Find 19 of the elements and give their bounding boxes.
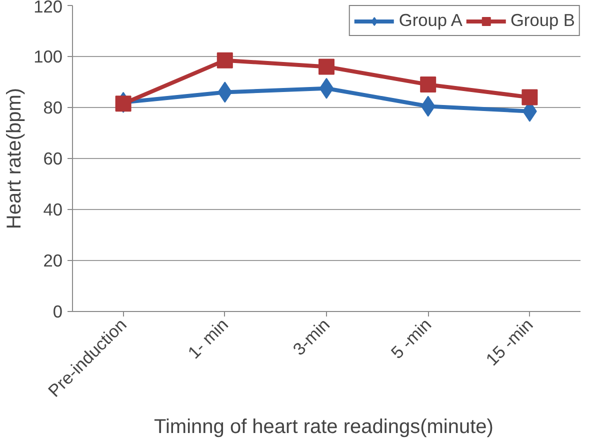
y-axis-title: Heart rate(bpm): [4, 88, 26, 230]
point: [420, 76, 436, 93]
y-tick-label: 60: [43, 148, 63, 168]
y-tick-label: 40: [43, 200, 63, 220]
x-tick-label: 1- min: [184, 314, 232, 363]
y-tick-label: 0: [52, 302, 63, 322]
x-tick-label: 5 -min: [386, 314, 436, 363]
y-tick-label: 100: [34, 46, 63, 66]
point: [318, 58, 334, 75]
y-tick-label: 80: [43, 98, 63, 118]
x-tick-label: 15 -min: [482, 314, 537, 370]
y-tick-label: 20: [43, 250, 63, 270]
legend-label: Group A: [398, 10, 462, 31]
point: [115, 96, 132, 112]
x-axis-title: Timinng of heart rate readings(minute): [154, 416, 494, 438]
y-tick-label: 120: [34, 0, 63, 16]
point: [216, 52, 233, 68]
point: [522, 89, 538, 106]
legend-label: Group B: [510, 10, 575, 31]
